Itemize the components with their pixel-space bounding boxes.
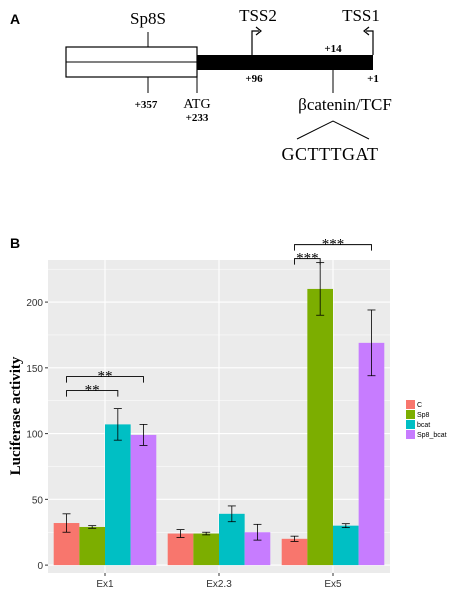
sp8s-label: Sp8S <box>130 9 166 28</box>
bars <box>53 288 385 566</box>
pos-96-label: +96 <box>245 73 263 85</box>
significance-label: *** <box>322 237 345 253</box>
error-bars <box>62 262 376 542</box>
tss1-label: TSS1 <box>342 6 380 25</box>
tcf-site-bracket <box>296 120 370 140</box>
significance-brackets: ********** <box>66 237 372 399</box>
bar-Sp8_bcat-Ex5 <box>358 342 385 566</box>
significance-bracket <box>66 376 144 383</box>
bar-bcat-Ex5 <box>333 525 359 566</box>
panel-a-letter: A <box>10 11 20 27</box>
legend-swatch-bcat <box>406 420 415 429</box>
tss2-arrow <box>251 30 259 55</box>
bar-bcat-Ex1 <box>105 424 131 566</box>
tss1-arrowhead <box>363 26 370 36</box>
bar-Sp8-Ex5 <box>307 288 333 566</box>
bar-C-Ex2.3 <box>167 533 194 566</box>
y-tick-label: 200 <box>26 298 43 309</box>
legend-label-Sp8_bcat: Sp8_bcat <box>417 432 447 439</box>
legend-label-bcat: bcat <box>417 422 430 429</box>
legend-swatch-Sp8_bcat <box>406 430 415 439</box>
significance-label: ** <box>98 369 113 385</box>
legend-label-Sp8: Sp8 <box>417 412 430 419</box>
promoter-bar <box>197 55 373 70</box>
x-axis: Ex1 Ex2.3 Ex5 <box>96 573 342 590</box>
gene-diagram: A Sp8S TSS2 TSS1 +14 +96 +1 +357 ATG +23… <box>10 6 392 164</box>
atg-label: ATG <box>183 97 210 112</box>
y-axis-title: Luciferase activity <box>8 356 24 475</box>
pos-233-label: +233 <box>186 112 209 124</box>
legend-label-C: C <box>417 402 422 409</box>
tcf-site-label: βcatenin/TCF <box>298 95 392 114</box>
bar-bcat-Ex2.3 <box>219 513 245 566</box>
x-tick-label: Ex5 <box>324 579 342 590</box>
tss1-arrow <box>366 30 374 55</box>
significance-label: ** <box>85 383 100 399</box>
y-tick-label: 100 <box>26 430 43 441</box>
bar-C-Ex5 <box>281 538 308 566</box>
pos-357-label: +357 <box>135 99 158 111</box>
x-tick-label: Ex2.3 <box>206 579 232 590</box>
legend-swatch-C <box>406 400 415 409</box>
bar-Sp8-Ex1 <box>79 526 105 566</box>
bar-Sp8_bcat-Ex1 <box>130 434 157 566</box>
tss2-label: TSS2 <box>239 6 277 25</box>
panel-b-letter: B <box>10 235 20 251</box>
legend-swatch-Sp8 <box>406 410 415 419</box>
significance-bracket <box>294 258 321 265</box>
y-tick-label: 150 <box>26 364 43 375</box>
y-tick-label: 50 <box>32 495 44 506</box>
pos-14-label: +14 <box>324 43 342 55</box>
significance-bracket <box>294 244 372 251</box>
y-axis: 0 50 100 150 200 <box>26 298 48 572</box>
y-tick-label: 0 <box>37 561 43 572</box>
significance-bracket <box>66 390 119 397</box>
tcf-sequence: GCTTTGAT <box>282 144 379 164</box>
legend: C Sp8 bcat Sp8_bcat <box>406 400 447 439</box>
significance-label: *** <box>296 251 319 267</box>
pos-1-label: +1 <box>367 73 379 85</box>
tss2-arrowhead <box>255 26 262 36</box>
x-tick-label: Ex1 <box>96 579 114 590</box>
bar-Sp8-Ex2.3 <box>193 533 219 566</box>
